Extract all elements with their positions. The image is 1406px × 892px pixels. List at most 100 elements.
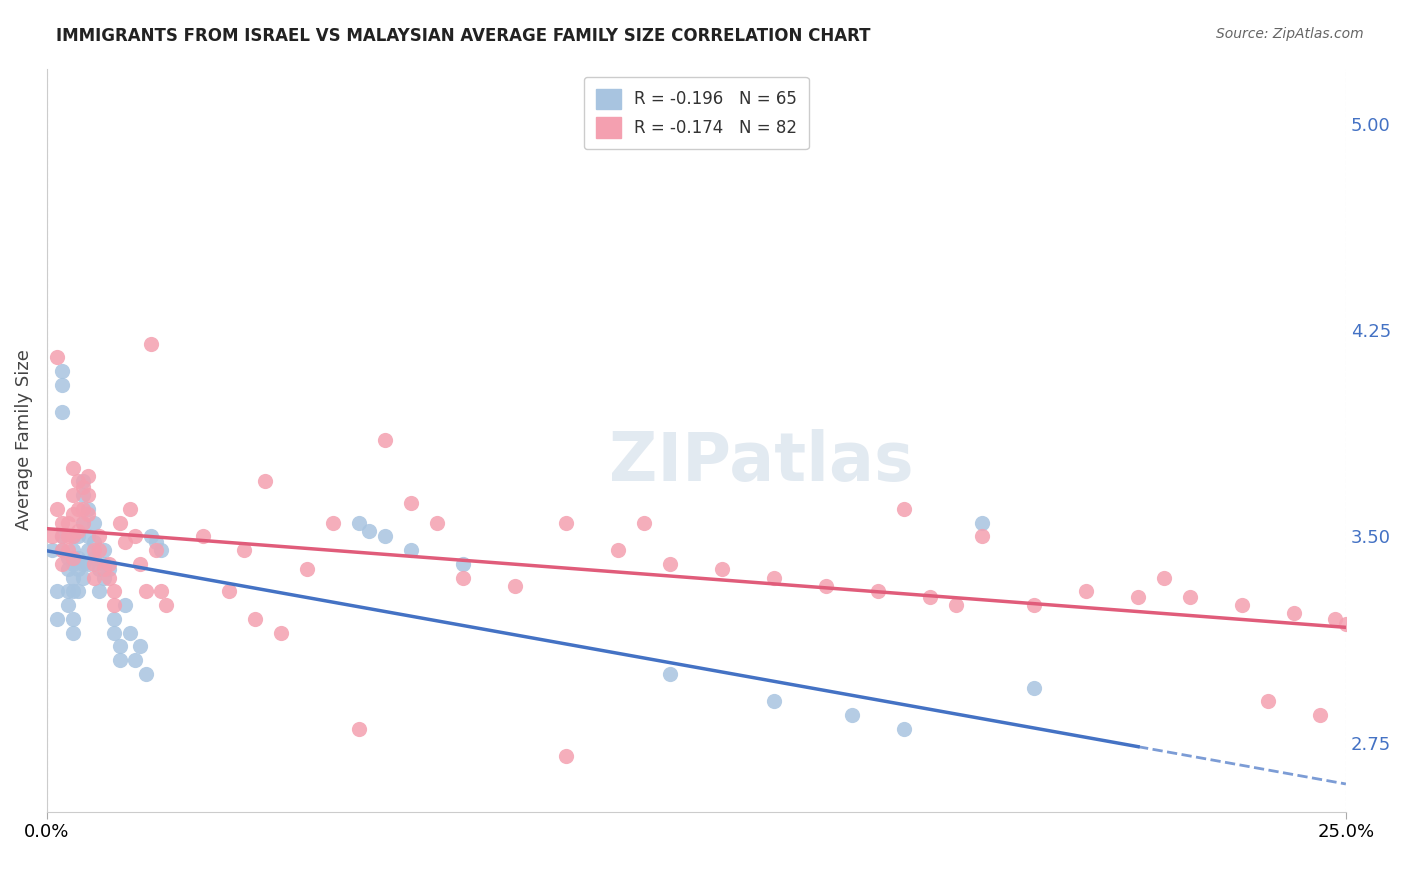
Point [103,612,125,626]
Point [451,571,474,585]
Point [322,516,344,530]
Point [77,529,100,543]
Point [83,571,105,585]
Point [135,667,157,681]
Point [56,529,79,543]
Point [399,496,422,510]
Point [62,584,84,599]
Point [67,584,90,599]
Point [1324,612,1347,626]
Point [83,516,105,530]
Point [150,584,173,599]
Point [51,378,73,392]
Point [98,562,121,576]
Point [129,557,152,571]
Point [868,584,890,599]
Point [1257,694,1279,708]
Point [72,475,94,489]
Point [555,749,578,764]
Point [83,557,105,571]
Point [1074,584,1097,599]
Point [659,557,682,571]
Point [118,625,141,640]
Point [77,557,100,571]
Point [56,562,79,576]
Point [72,488,94,502]
Point [1178,590,1201,604]
Point [56,584,79,599]
Point [841,708,863,723]
Point [62,529,84,543]
Point [103,625,125,640]
Point [93,557,115,571]
Point [357,524,380,538]
Point [1024,681,1046,695]
Point [633,516,655,530]
Point [129,640,152,654]
Point [51,529,73,543]
Point [83,543,105,558]
Point [815,579,838,593]
Point [67,551,90,566]
Text: IMMIGRANTS FROM ISRAEL VS MALAYSIAN AVERAGE FAMILY SIZE CORRELATION CHART: IMMIGRANTS FROM ISRAEL VS MALAYSIAN AVER… [56,27,870,45]
Point [1153,571,1175,585]
Point [347,722,370,736]
Point [108,653,131,667]
Point [87,584,110,599]
Point [108,516,131,530]
Point [108,640,131,654]
Point [270,625,292,640]
Point [139,529,162,543]
Point [56,516,79,530]
Point [51,543,73,558]
Point [87,562,110,576]
Point [426,516,449,530]
Point [295,562,318,576]
Point [51,543,73,558]
Point [67,475,90,489]
Point [893,722,915,736]
Point [118,501,141,516]
Point [83,551,105,566]
Point [62,508,84,522]
Point [87,529,110,543]
Point [72,480,94,494]
Point [46,584,69,599]
Point [347,516,370,530]
Point [124,529,146,543]
Point [77,508,100,522]
Y-axis label: Average Family Size: Average Family Size [15,350,32,531]
Point [659,667,682,681]
Point [87,543,110,558]
Point [72,501,94,516]
Point [763,571,786,585]
Point [56,543,79,558]
Point [41,543,63,558]
Point [72,516,94,530]
Point [218,584,240,599]
Point [72,516,94,530]
Point [56,598,79,612]
Point [77,501,100,516]
Point [243,612,266,626]
Point [920,590,942,604]
Point [233,543,256,558]
Point [135,584,157,599]
Point [503,579,526,593]
Text: Source: ZipAtlas.com: Source: ZipAtlas.com [1216,27,1364,41]
Point [51,529,73,543]
Point [103,598,125,612]
Point [62,551,84,566]
Point [67,529,90,543]
Point [56,551,79,566]
Point [51,364,73,378]
Point [67,524,90,538]
Point [62,543,84,558]
Point [1334,617,1357,632]
Point [191,529,214,543]
Legend: R = -0.196   N = 65, R = -0.174   N = 82: R = -0.196 N = 65, R = -0.174 N = 82 [583,77,808,149]
Point [41,529,63,543]
Point [374,433,396,447]
Point [711,562,734,576]
Point [93,571,115,585]
